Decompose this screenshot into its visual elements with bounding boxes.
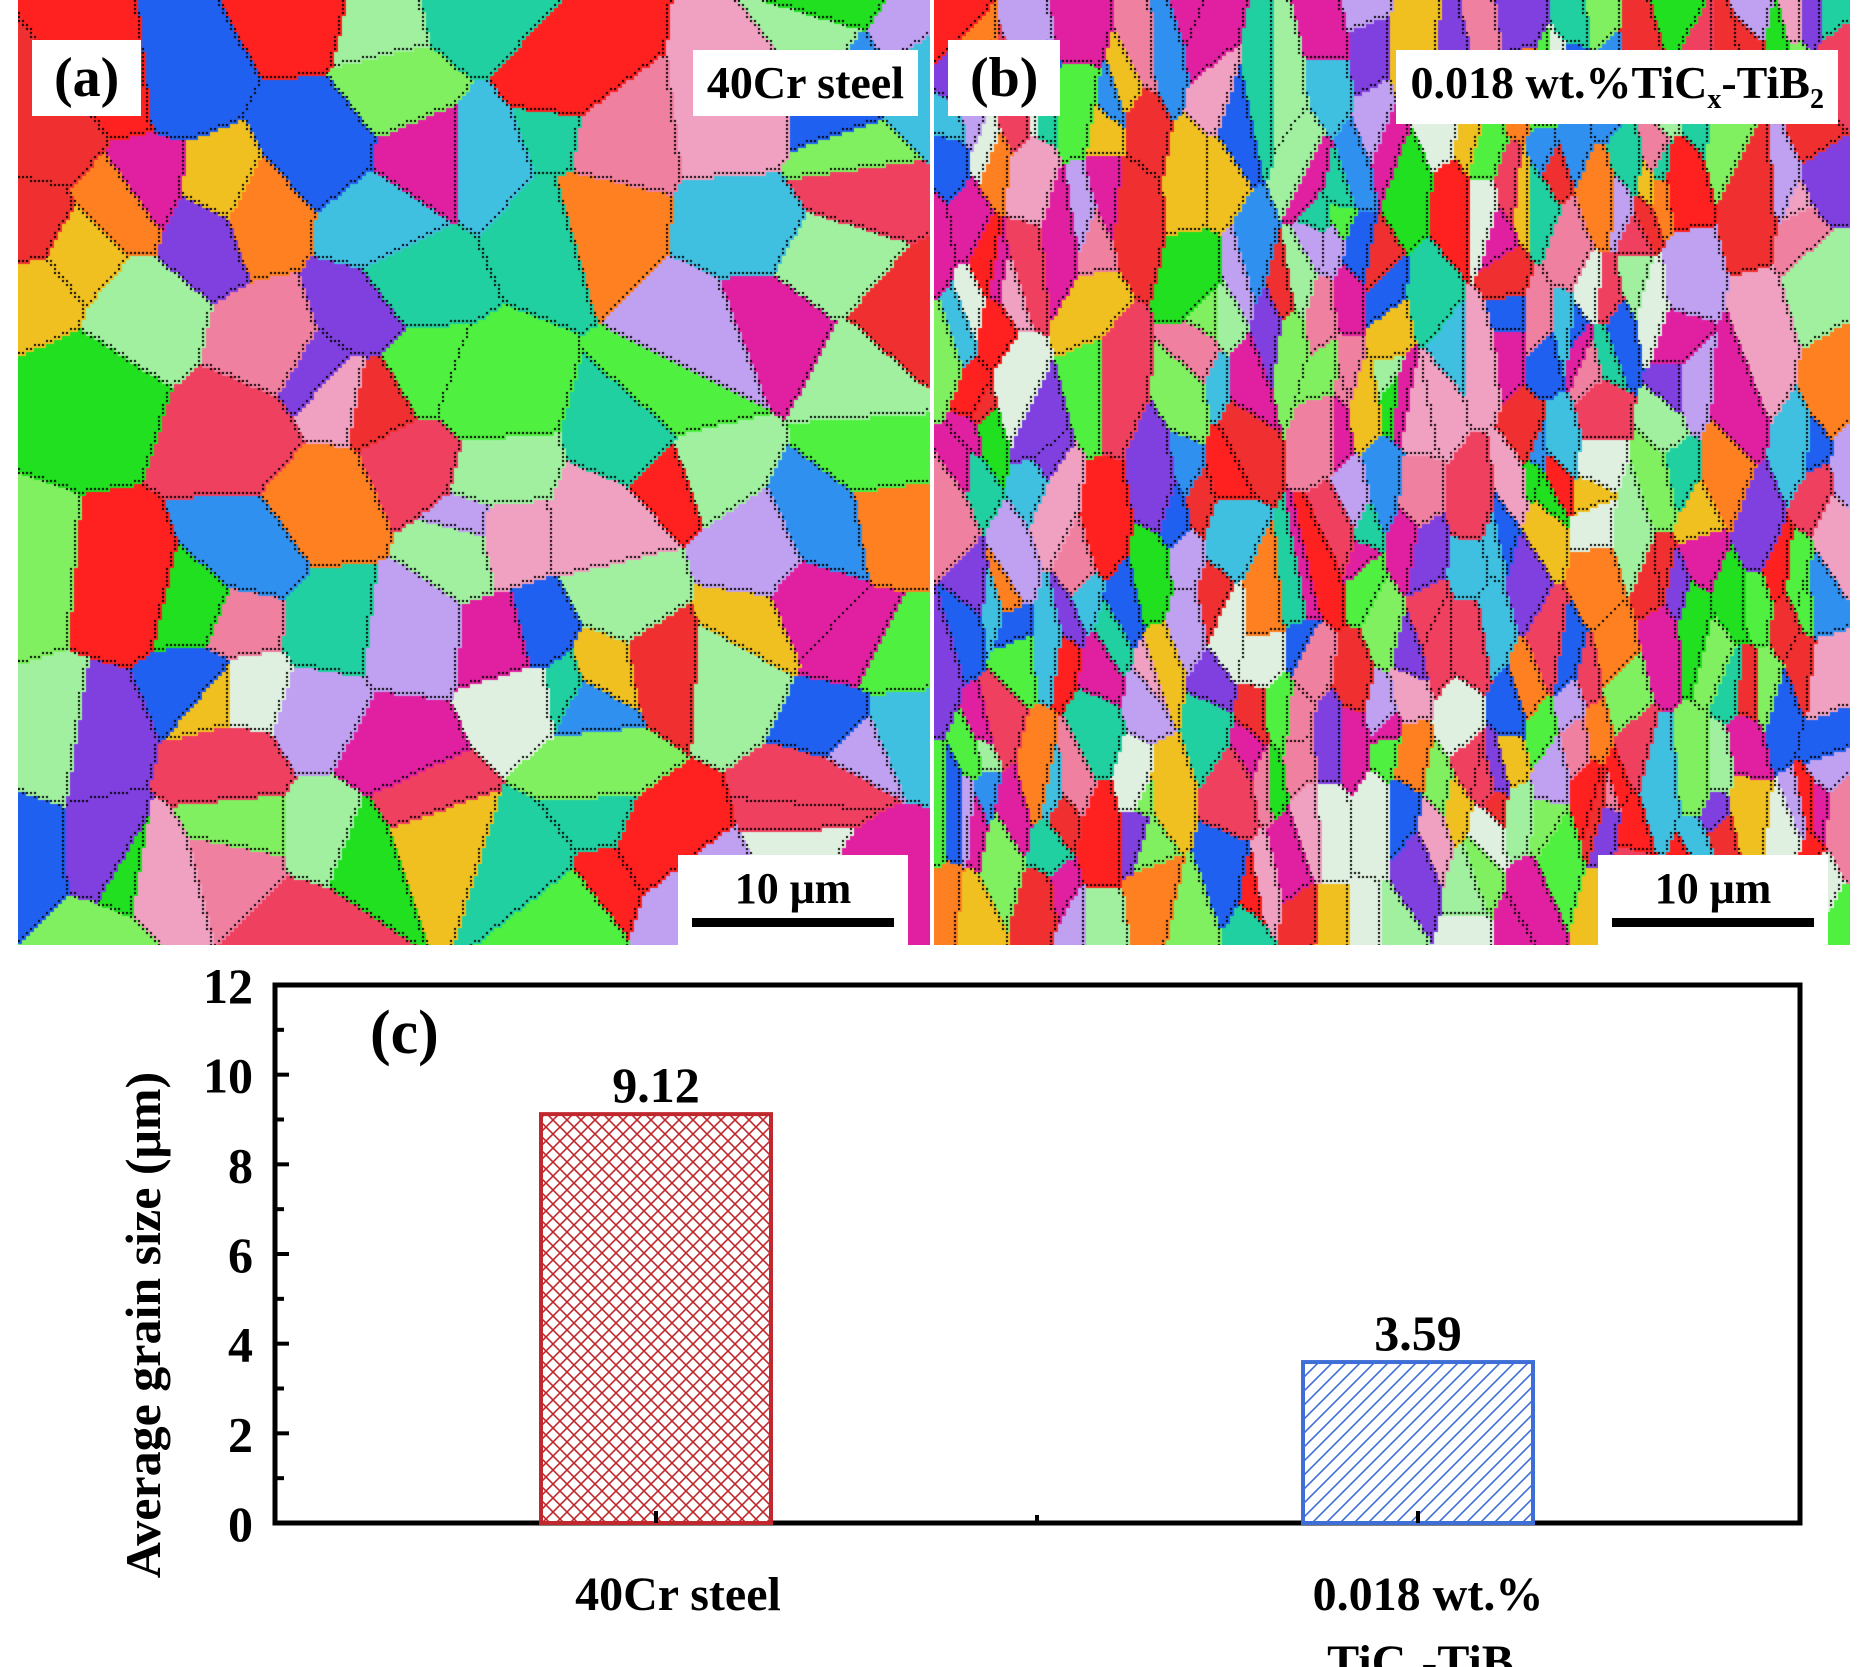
panel-title-b: 0.018 wt.%TiCx-TiB2 <box>1396 50 1838 125</box>
y-tick-label: 0 <box>228 1496 253 1552</box>
bar <box>1301 1360 1535 1525</box>
scale-bar-label: 10 μm <box>734 864 852 913</box>
y-axis-label: Average grain size (μm) <box>115 1072 171 1578</box>
scale-bar-line <box>692 918 894 927</box>
y-tick-label: 8 <box>228 1137 253 1193</box>
scale-bar-line <box>1612 918 1814 927</box>
ebsd-orientation-map-image <box>934 0 1850 945</box>
bar <box>539 1112 773 1525</box>
ebsd-map-a: (a) 40Cr steel 10 μm <box>18 0 930 945</box>
y-tick-label: 10 <box>203 1048 253 1104</box>
data-label: 9.12 <box>612 1057 700 1113</box>
y-tick-label: 2 <box>228 1406 253 1462</box>
panel-label-b: (b) <box>948 40 1061 116</box>
scale-bar-label: 10 μm <box>1654 864 1772 913</box>
y-tick-label: 6 <box>228 1227 253 1283</box>
x-tick-label: 40Cr steel <box>575 1568 781 1621</box>
ebsd-orientation-map-image <box>18 0 930 945</box>
x-tick-label: 0.018 wt.% <box>1313 1568 1544 1621</box>
title-text: -TiB <box>1721 57 1810 108</box>
panel-label-c: (c) <box>370 999 439 1067</box>
title-subscript: 2 <box>1810 84 1824 116</box>
scale-bar-b: 10 μm <box>1598 855 1828 945</box>
data-label: 3.59 <box>1374 1305 1462 1361</box>
x-tick-label: TiCx-TiB2 <box>1327 1636 1529 1667</box>
scale-bar-a: 10 μm <box>678 855 908 945</box>
bar-chart: 0 2 4 6 8 10 12 9.12 40Cr steel 3.59 0.018 wt.% TiC… <box>115 958 1803 1667</box>
ebsd-map-b: (b) 0.018 wt.%TiCx-TiB2 10 μm <box>934 0 1850 945</box>
y-tick-label: 4 <box>228 1317 253 1373</box>
title-text: 0.018 wt.%TiC <box>1410 57 1708 108</box>
plot-frame <box>272 982 1803 1526</box>
panel-title-a: 40Cr steel <box>692 50 918 116</box>
panel-label-a: (a) <box>32 40 142 116</box>
title-subscript: x <box>1707 84 1722 116</box>
y-tick-label: 12 <box>203 958 253 1014</box>
